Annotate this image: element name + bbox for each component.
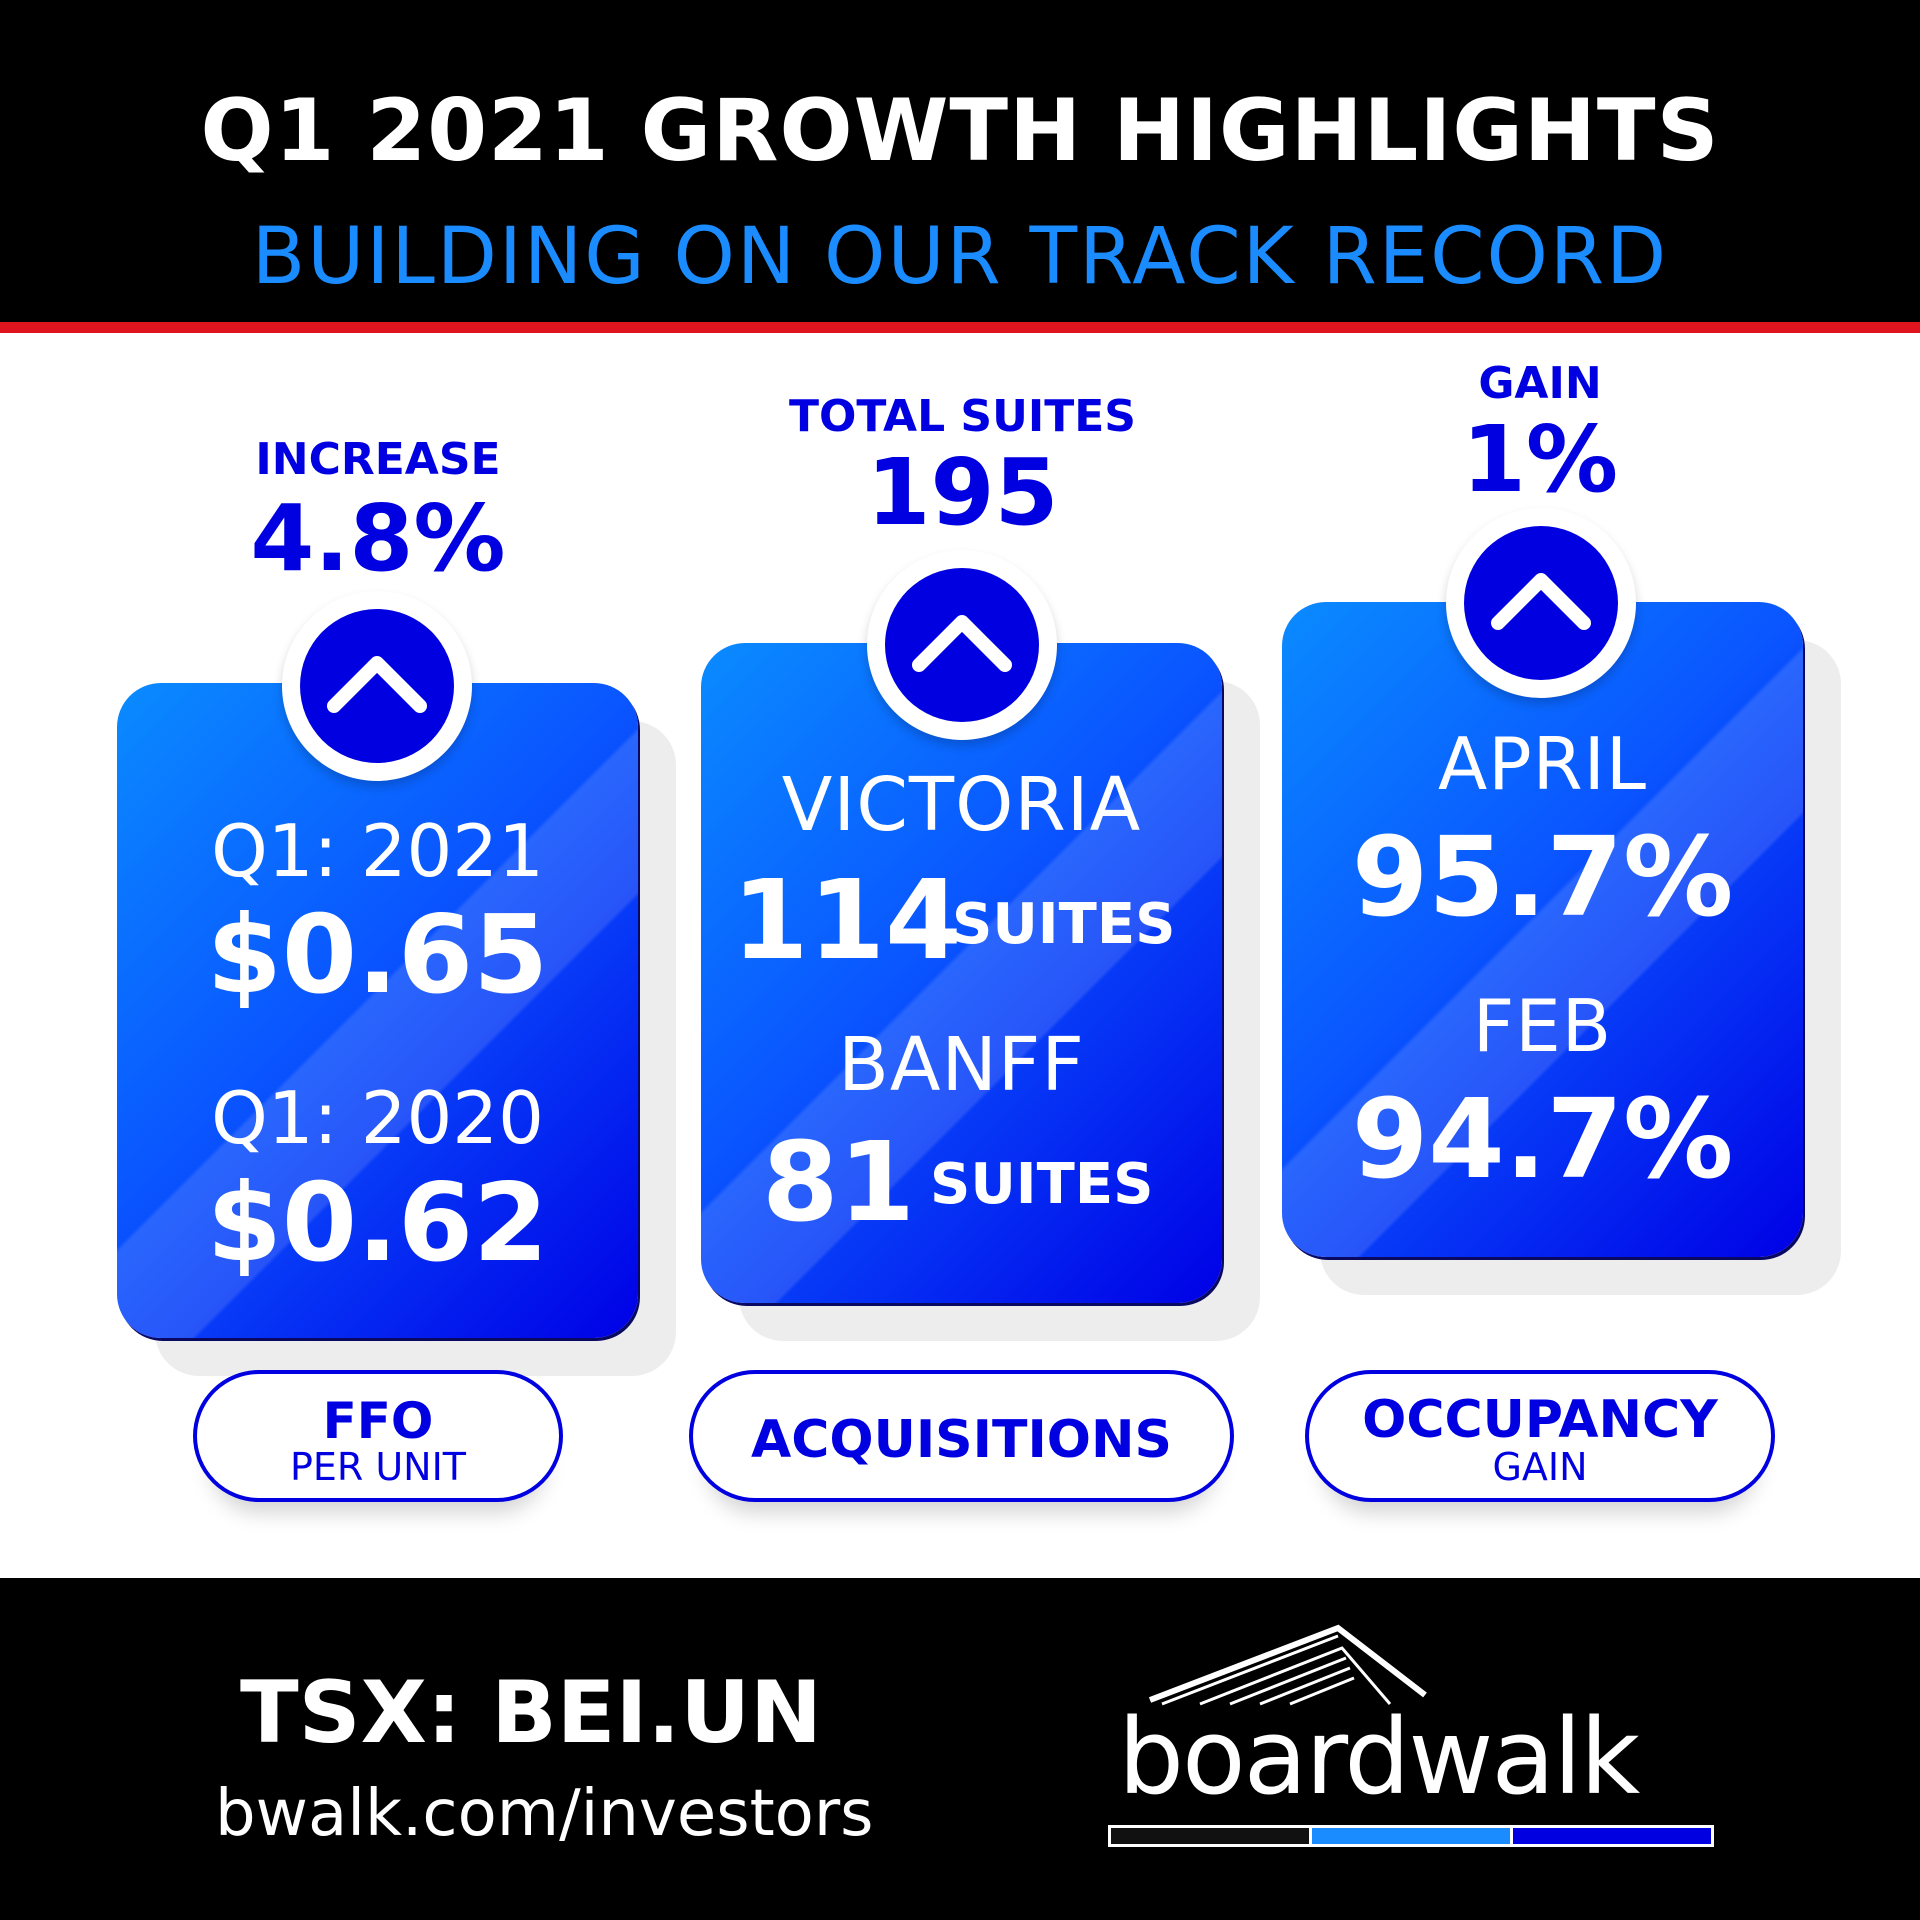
ticker-symbol: TSX: BEI.UN (240, 1663, 823, 1763)
acq-banff-label: BANFF (838, 1022, 1085, 1108)
ffo-q1-2020-label: Q1: 2020 (211, 1076, 544, 1160)
chevron-up-icon (1491, 573, 1591, 630)
acq-banff-unit: SUITES (930, 1152, 1154, 1217)
occ-gain-label: GAIN (1478, 358, 1602, 409)
occ-badge (1446, 508, 1636, 698)
occ-april-value: 95.7% (1351, 813, 1734, 941)
chevron-up-icon (327, 656, 427, 713)
acq-victoria-value: 114 (732, 856, 962, 984)
investors-url[interactable]: bwalk.com/investors (215, 1777, 874, 1851)
ffo-pill-title: FFO (322, 1392, 434, 1450)
occ-april-label: APRIL (1437, 722, 1648, 806)
page-subtitle: BUILDING ON OUR TRACK RECORD (251, 212, 1669, 302)
acq-pill-title: ACQUISITIONS (751, 1410, 1172, 1470)
chevron-up-icon (912, 615, 1012, 672)
acquisitions-pill: ACQUISITIONS (689, 1370, 1234, 1502)
ffo-pill: FFO PER UNIT (193, 1370, 563, 1502)
occupancy-pill: OCCUPANCY GAIN (1305, 1370, 1775, 1502)
boardwalk-logo: boardwalk (1100, 1620, 1730, 1860)
ffo-increase-label: INCREASE (255, 434, 501, 485)
ffo-q1-2021-value: $0.65 (206, 893, 549, 1018)
occ-pill-title: OCCUPANCY (1362, 1390, 1718, 1450)
occ-gain-value: 1% (1461, 406, 1619, 513)
occupancy-card (1282, 602, 1803, 1257)
acquisitions-card (701, 643, 1222, 1303)
page-title: Q1 2021 GROWTH HIGHLIGHTS (200, 81, 1720, 181)
acq-badge (867, 550, 1057, 740)
header-banner: Q1 2021 GROWTH HIGHLIGHTS BUILDING ON OU… (0, 0, 1920, 333)
acq-victoria-label: VICTORIA (781, 762, 1142, 848)
ffo-increase-value: 4.8% (250, 485, 506, 592)
occ-feb-value: 94.7% (1351, 1075, 1734, 1203)
occ-pill-subtitle: GAIN (1492, 1445, 1588, 1489)
ffo-pill-subtitle: PER UNIT (289, 1445, 467, 1489)
acq-total-suites-value: 195 (866, 439, 1059, 546)
acq-victoria-unit: SUITES (952, 892, 1176, 957)
logo-bar (1108, 1825, 1714, 1847)
logo-bar-segment-2 (1312, 1828, 1513, 1844)
ffo-badge (282, 591, 472, 781)
ffo-card (117, 683, 638, 1338)
logo-bar-segment-1 (1111, 1828, 1312, 1844)
footer-banner (0, 1578, 1920, 1920)
occ-feb-label: FEB (1472, 984, 1613, 1068)
ffo-q1-2020-value: $0.62 (206, 1161, 549, 1286)
ffo-q1-2021-label: Q1: 2021 (211, 809, 544, 893)
logo-wordmark: boardwalk (1118, 1696, 1640, 1818)
acq-banff-value: 81 (762, 1118, 916, 1246)
acq-total-suites-label: TOTAL SUITES (789, 391, 1136, 442)
logo-bar-segment-3 (1513, 1828, 1711, 1844)
roof-icon (1148, 1624, 1427, 1706)
